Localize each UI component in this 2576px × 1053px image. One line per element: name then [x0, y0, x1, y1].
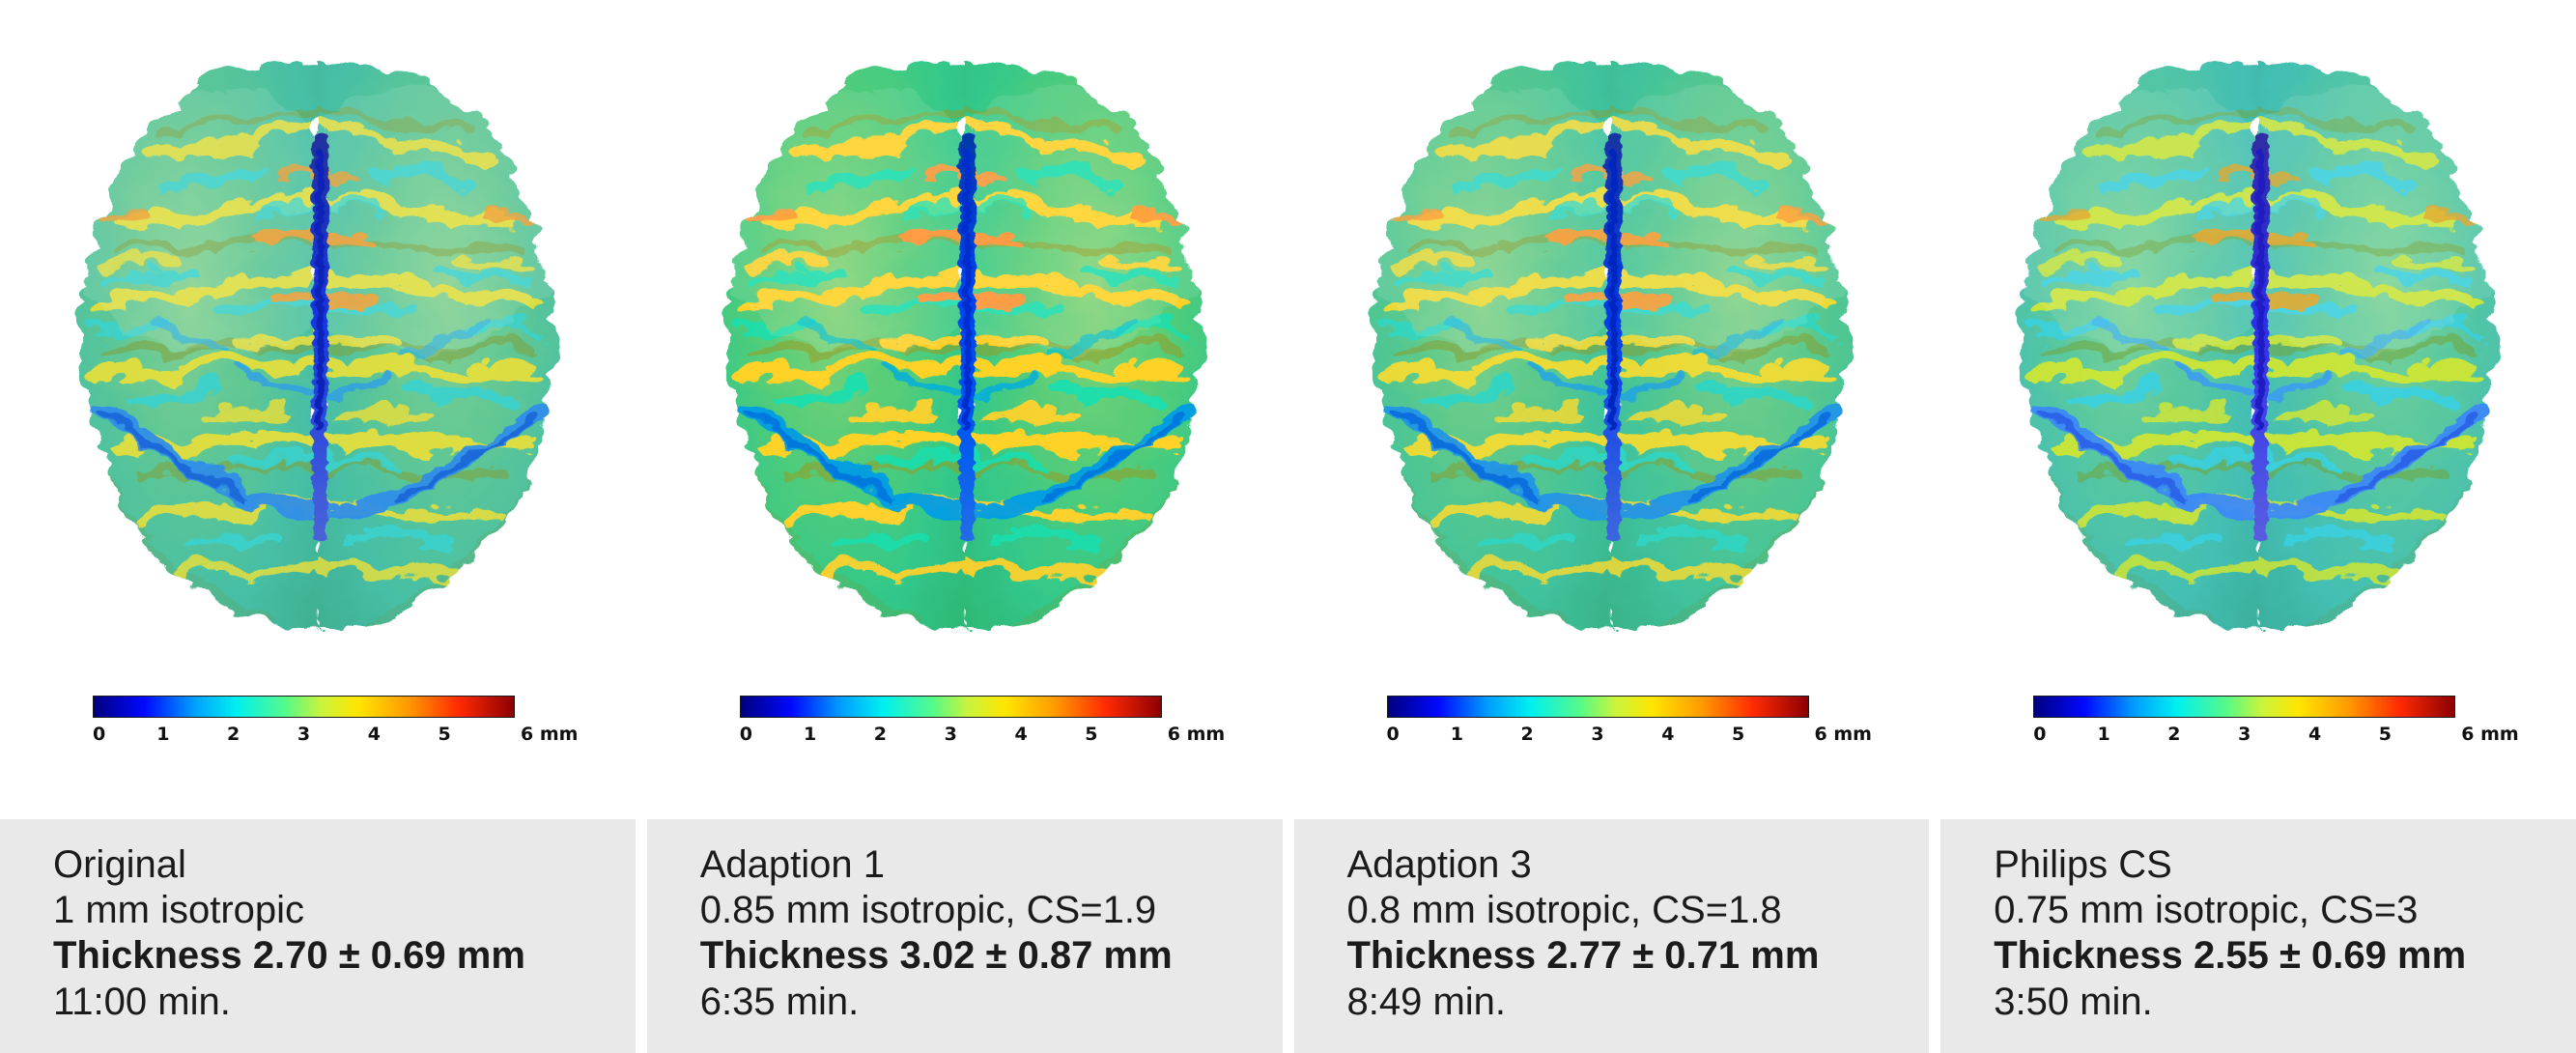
caption-thickness: Thickness 3.02 ± 0.87 mm: [699, 934, 1173, 978]
colorbar-gradient: [93, 696, 515, 718]
caption-row: Original 1 mm isotropic Thickness 2.70 ±…: [0, 819, 2576, 1053]
tick-label: 2: [2167, 724, 2181, 745]
caption-resolution: 0.85 mm isotropic, CS=1.9: [699, 889, 1157, 932]
tick-label: 0: [1386, 724, 1400, 745]
tick-label: 2: [1520, 724, 1534, 745]
caption-thickness: Thickness 2.77 ± 0.71 mm: [1346, 934, 1820, 978]
tick-label: 0: [93, 724, 106, 745]
brain-render-adaption-3: [1294, 0, 1930, 643]
colorbar-ticks: 0 1 2 3 4 5 6 mm: [93, 718, 578, 747]
brain-figure-2: 0 1 2 3 4 5 6 mm: [1293, 0, 1930, 819]
colorbar-ticks: 0 1 2 3 4 5 6 mm: [2033, 718, 2518, 747]
tick-label: 2: [227, 724, 241, 745]
caption-panel-2: Adaption 3 0.8 mm isotropic, CS=1.8 Thic…: [1293, 819, 1930, 1053]
brain-top-view-image: [1974, 14, 2542, 643]
colorbar-2: 0 1 2 3 4 5 6 mm: [1386, 696, 1872, 747]
caption-runtime: 11:00 min.: [53, 980, 231, 1023]
caption-runtime: 6:35 min.: [699, 980, 860, 1023]
brain-render-original: [0, 0, 636, 643]
tick-label: 4: [1661, 724, 1675, 745]
caption-panel-0: Original 1 mm isotropic Thickness 2.70 ±…: [0, 819, 636, 1053]
tick-end-label: 6 mm: [1167, 724, 1226, 745]
brain-figure-1: 0 1 2 3 4 5 6 mm: [646, 0, 1283, 819]
caption-resolution: 0.75 mm isotropic, CS=3: [1994, 889, 2419, 932]
tick-end-label: 6 mm: [2461, 724, 2519, 745]
tick-label: 1: [2097, 724, 2110, 745]
tick-label: 1: [156, 724, 170, 745]
tick-label: 3: [297, 724, 311, 745]
brain-top-view-image: [34, 14, 602, 643]
colorbar-ticks: 0 1 2 3 4 5 6 mm: [739, 718, 1225, 747]
caption-thickness: Thickness 2.70 ± 0.69 mm: [53, 934, 525, 978]
tick-label: 2: [873, 724, 888, 745]
colorbar-1: 0 1 2 3 4 5 6 mm: [739, 696, 1225, 747]
caption-title: Philips CS: [1994, 843, 2172, 886]
brain-render-philips-cs: [1940, 0, 2576, 643]
caption-runtime: 8:49 min.: [1346, 980, 1507, 1023]
colorbar-ticks: 0 1 2 3 4 5 6 mm: [1386, 718, 1872, 747]
caption-resolution: 0.8 mm isotropic, CS=1.8: [1346, 889, 1782, 932]
tick-label: 5: [1085, 724, 1098, 745]
tick-label: 1: [803, 724, 817, 745]
tick-end-label: 6 mm: [1814, 724, 1872, 745]
tick-label: 1: [1450, 724, 1463, 745]
caption-thickness: Thickness 2.55 ± 0.69 mm: [1994, 934, 2467, 978]
brain-top-view-image: [681, 14, 1249, 643]
tick-label: 3: [2238, 724, 2251, 745]
colorbar-0: 0 1 2 3 4 5 6 mm: [93, 696, 578, 747]
brain-render-adaption-1: [647, 0, 1283, 643]
caption-runtime: 3:50 min.: [1994, 980, 2153, 1023]
caption-panel-3: Philips CS 0.75 mm isotropic, CS=3 Thick…: [1940, 819, 2576, 1053]
tick-label: 4: [1014, 724, 1028, 745]
tick-label: 0: [2033, 724, 2047, 745]
colorbar-gradient: [1386, 696, 1809, 718]
caption-title: Adaption 3: [1346, 843, 1532, 886]
tick-end-label: 6 mm: [521, 724, 579, 745]
colorbar-gradient: [739, 696, 1162, 718]
brain-row: 0 1 2 3 4 5 6 mm 0 1 2 3: [0, 0, 2576, 819]
tick-label: 5: [438, 724, 451, 745]
tick-label: 3: [1591, 724, 1604, 745]
brain-top-view-image: [1327, 14, 1895, 643]
brain-figure-3: 0 1 2 3 4 5 6 mm: [1940, 0, 2576, 819]
tick-label: 0: [739, 724, 752, 745]
tick-label: 4: [367, 724, 381, 745]
tick-label: 5: [2378, 724, 2392, 745]
colorbar-3: 0 1 2 3 4 5 6 mm: [2033, 696, 2519, 747]
tick-label: 3: [944, 724, 957, 745]
caption-panel-1: Adaption 1 0.85 mm isotropic, CS=1.9 Thi…: [646, 819, 1283, 1053]
colorbar-gradient: [2033, 696, 2456, 718]
brain-figure-0: 0 1 2 3 4 5 6 mm: [0, 0, 636, 819]
caption-resolution: 1 mm isotropic: [53, 889, 305, 932]
tick-label: 4: [2307, 724, 2322, 745]
tick-label: 5: [1732, 724, 1745, 745]
caption-title: Original: [53, 843, 186, 886]
caption-title: Adaption 1: [699, 843, 886, 886]
